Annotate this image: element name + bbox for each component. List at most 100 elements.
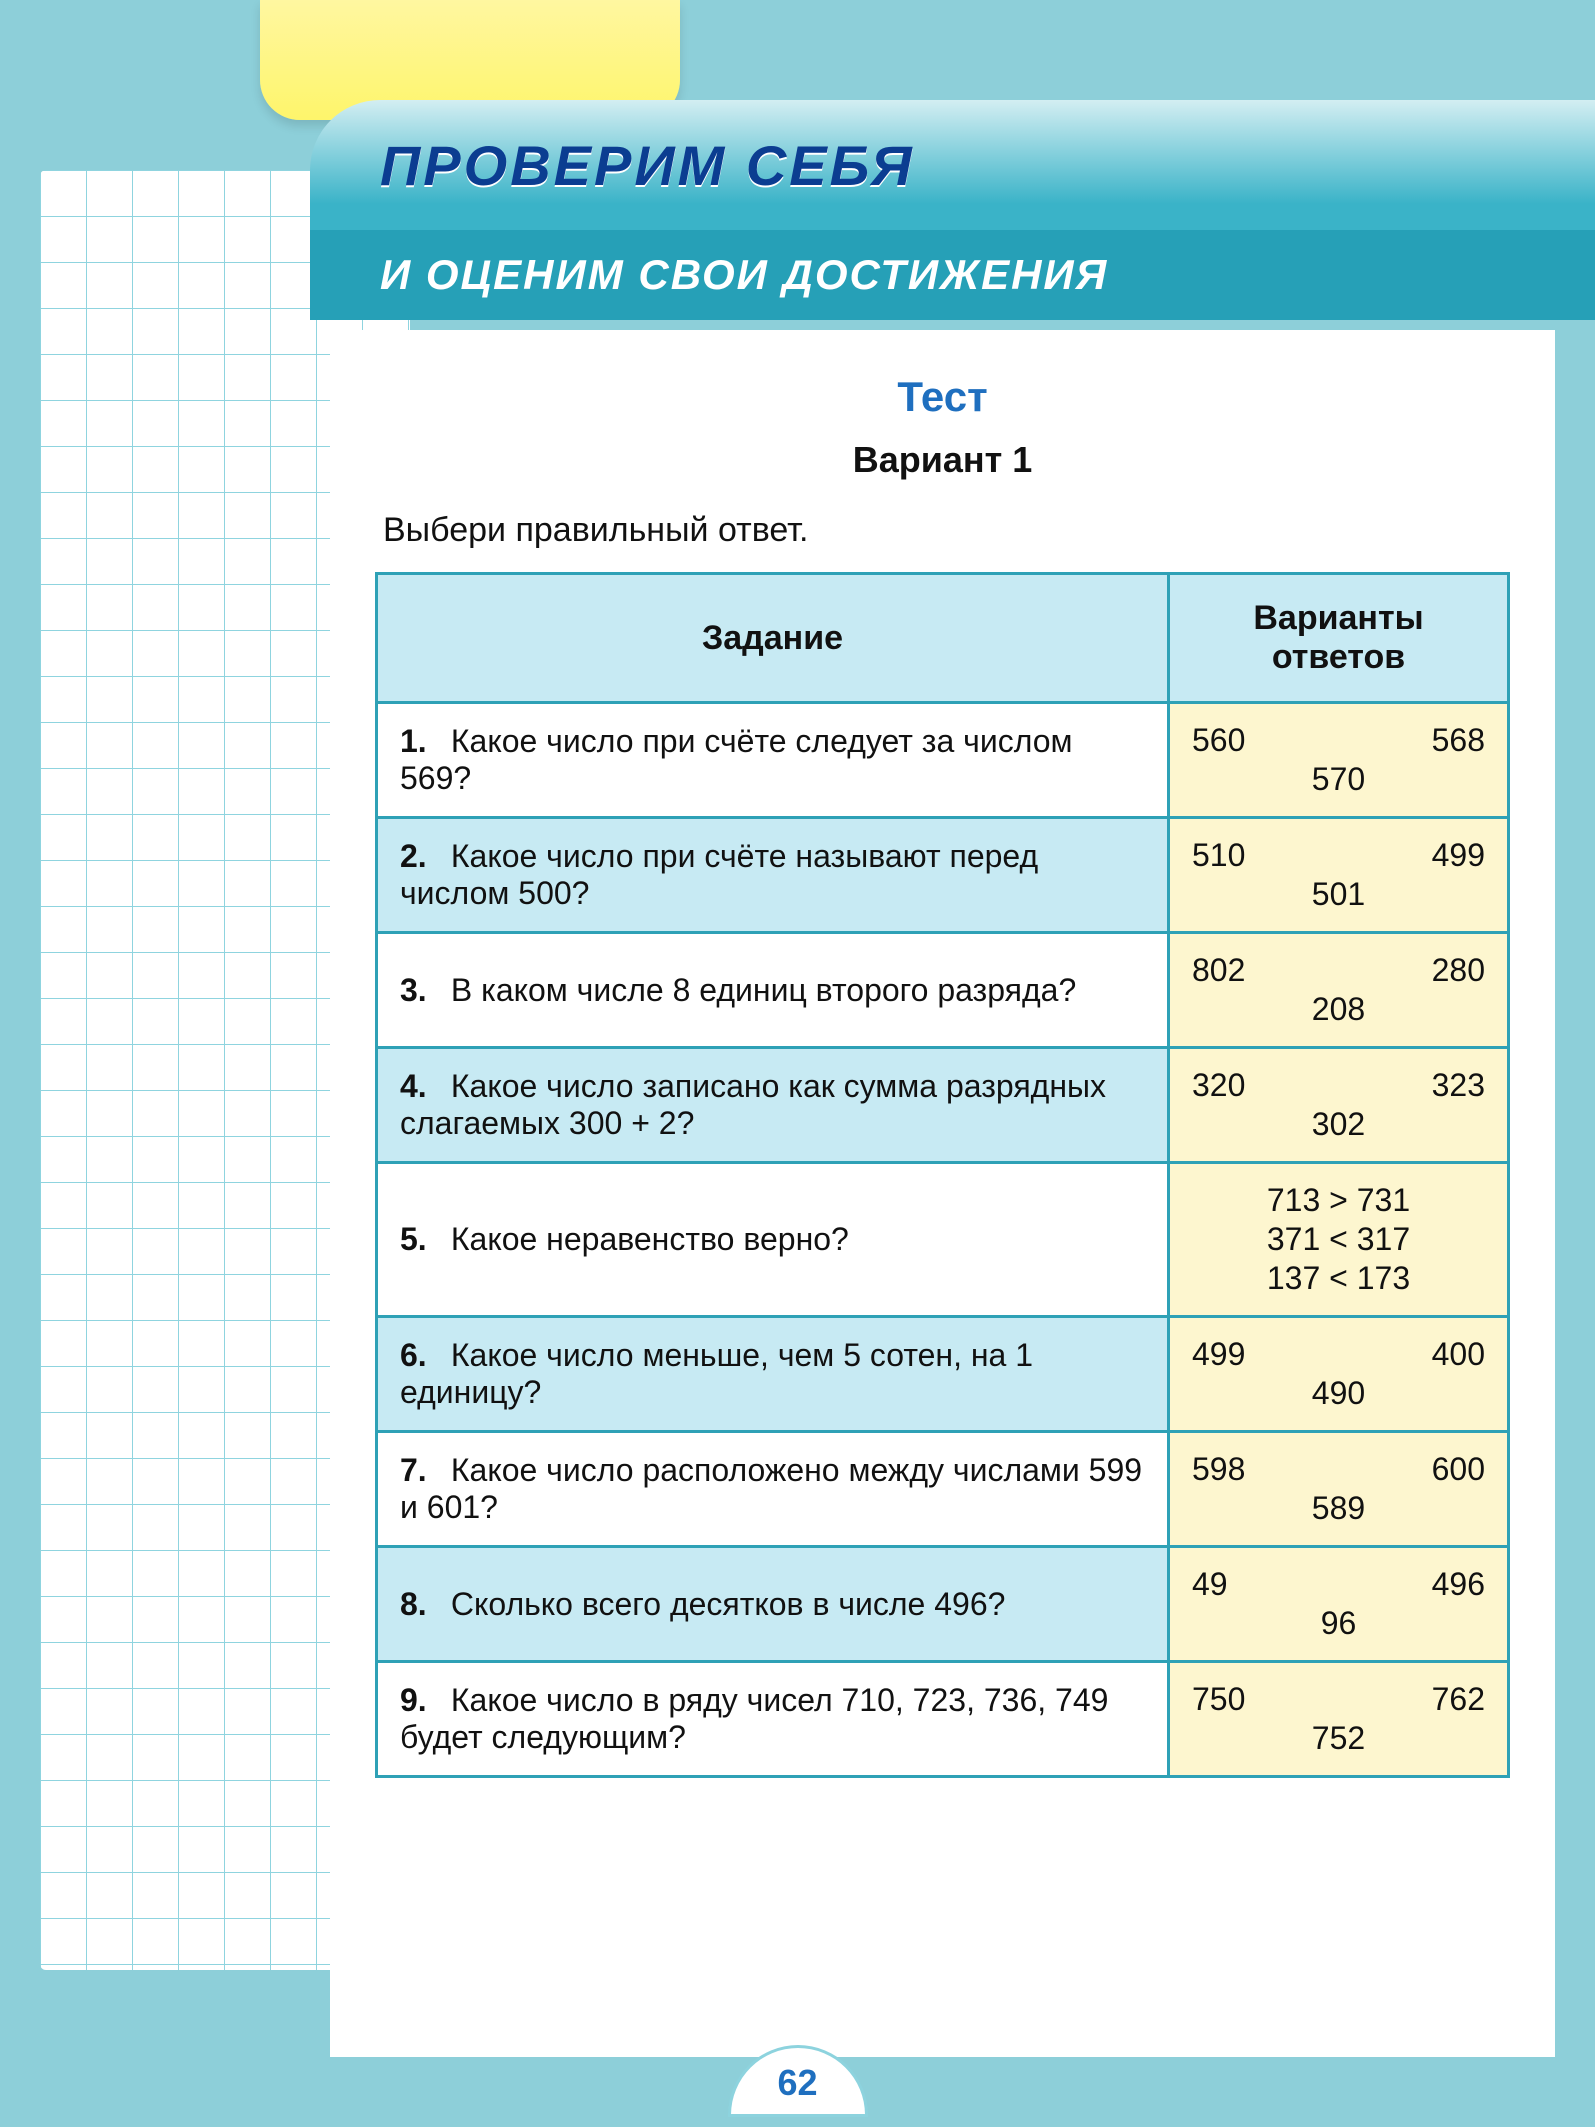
quiz-table: Задание Варианты ответов 1. Какое число … bbox=[375, 572, 1510, 1778]
instruction-text: Выбери правильный ответ. bbox=[375, 511, 1510, 550]
question-number: 1. bbox=[400, 723, 442, 760]
question-number: 8. bbox=[400, 1586, 442, 1623]
answers-row-bottom: 752 bbox=[1192, 1720, 1485, 1757]
answers-row-bottom: 96 bbox=[1192, 1605, 1485, 1642]
question-text: Какое число записано как сумма разрядных… bbox=[400, 1068, 1106, 1141]
question-cell: 6. Какое число меньше, чем 5 сотен, на 1… bbox=[377, 1317, 1169, 1432]
header-title-sub: И ОЦЕНИМ СВОИ ДОСТИЖЕНИЯ bbox=[380, 251, 1108, 299]
question-cell: 9. Какое число в ряду чисел 710, 723, 73… bbox=[377, 1662, 1169, 1777]
answers-wrap: 510 499 501 bbox=[1192, 837, 1485, 913]
page-number: 62 bbox=[777, 2062, 817, 2104]
answer-option: 280 bbox=[1432, 952, 1485, 989]
table-row: 4. Какое число записано как сумма разряд… bbox=[377, 1048, 1509, 1163]
header-subtitle-row: И ОЦЕНИМ СВОИ ДОСТИЖЕНИЯ bbox=[310, 230, 1595, 320]
answers-row-bottom: 490 bbox=[1192, 1375, 1485, 1412]
question-cell: 1. Какое число при счёте следует за числ… bbox=[377, 703, 1169, 818]
answers-wrap: 802 280 208 bbox=[1192, 952, 1485, 1028]
table-row: 5. Какое неравенство верно?713 > 731371 … bbox=[377, 1163, 1509, 1317]
answers-cell: 499 400 490 bbox=[1169, 1317, 1509, 1432]
answers-cell: 713 > 731371 < 317137 < 173 bbox=[1169, 1163, 1509, 1317]
answer-option: 499 bbox=[1192, 1336, 1245, 1373]
answers-wrap: 320 323 302 bbox=[1192, 1067, 1485, 1143]
question-text: В каком числе 8 единиц второго разряда? bbox=[451, 972, 1076, 1008]
table-row: 1. Какое число при счёте следует за числ… bbox=[377, 703, 1509, 818]
question-cell: 8. Сколько всего десятков в числе 496? bbox=[377, 1547, 1169, 1662]
answers-cell: 560 568 570 bbox=[1169, 703, 1509, 818]
answer-option: 323 bbox=[1432, 1067, 1485, 1104]
answer-option: 510 bbox=[1192, 837, 1245, 874]
answers-cell: 49 49696 bbox=[1169, 1547, 1509, 1662]
page-frame: ПРОВЕРИМ СЕБЯ И ОЦЕНИМ СВОИ ДОСТИЖЕНИЯ Т… bbox=[0, 0, 1595, 2127]
question-number: 2. bbox=[400, 838, 442, 875]
answer-option: 496 bbox=[1432, 1566, 1485, 1603]
content-card: Тест Вариант 1 Выбери правильный ответ. … bbox=[330, 330, 1555, 2057]
answers-row-top: 750 762 bbox=[1192, 1681, 1485, 1718]
question-number: 6. bbox=[400, 1337, 442, 1374]
answers-cell: 802 280 208 bbox=[1169, 933, 1509, 1048]
question-text: Какое число при счёте следует за числом … bbox=[400, 723, 1073, 796]
table-row: 3. В каком числе 8 единиц второго разряд… bbox=[377, 933, 1509, 1048]
answer-option: 501 bbox=[1312, 876, 1365, 912]
answer-option: 762 bbox=[1432, 1681, 1485, 1718]
answer-option: 598 bbox=[1192, 1451, 1245, 1488]
answer-option: 568 bbox=[1432, 722, 1485, 759]
question-number: 7. bbox=[400, 1452, 442, 1489]
question-text: Какое число при счёте называют перед чис… bbox=[400, 838, 1038, 911]
answers-wrap: 499 400 490 bbox=[1192, 1336, 1485, 1412]
answer-option: 371 < 317 bbox=[1267, 1221, 1410, 1258]
answers-row-top: 499 400 bbox=[1192, 1336, 1485, 1373]
answer-option: 750 bbox=[1192, 1681, 1245, 1718]
question-text: Какое число расположено между числами 59… bbox=[400, 1452, 1142, 1525]
answers-wrap: 560 568 570 bbox=[1192, 722, 1485, 798]
answers-cell: 510 499 501 bbox=[1169, 818, 1509, 933]
question-cell: 5. Какое неравенство верно? bbox=[377, 1163, 1169, 1317]
question-number: 4. bbox=[400, 1068, 442, 1105]
question-text: Сколько всего десятков в числе 496? bbox=[451, 1586, 1006, 1622]
answer-option: 49 bbox=[1192, 1566, 1228, 1603]
answers-row-top: 598600 bbox=[1192, 1451, 1485, 1488]
answers-row-bottom: 501 bbox=[1192, 876, 1485, 913]
answer-option: 560 bbox=[1192, 722, 1245, 759]
variant-label: Вариант 1 bbox=[375, 439, 1510, 481]
answer-option: 499 bbox=[1432, 837, 1485, 874]
answer-option: 752 bbox=[1312, 1720, 1365, 1756]
question-number: 3. bbox=[400, 972, 442, 1009]
answers-row-top: 510 499 bbox=[1192, 837, 1485, 874]
answers-row-top: 320 323 bbox=[1192, 1067, 1485, 1104]
answers-row-bottom: 589 bbox=[1192, 1490, 1485, 1527]
test-label: Тест bbox=[375, 373, 1510, 421]
answers-row-top: 49 496 bbox=[1192, 1566, 1485, 1603]
table-row: 8. Сколько всего десятков в числе 496? 49… bbox=[377, 1547, 1509, 1662]
col-header-answers: Варианты ответов bbox=[1169, 574, 1509, 703]
table-row: 7. Какое число расположено между числами… bbox=[377, 1432, 1509, 1547]
question-text: Какое неравенство верно? bbox=[451, 1221, 849, 1257]
table-row: 2. Какое число при счёте называют перед … bbox=[377, 818, 1509, 933]
answer-option: 570 bbox=[1312, 761, 1365, 797]
question-cell: 3. В каком числе 8 единиц второго разряд… bbox=[377, 933, 1169, 1048]
question-text: Какое число меньше, чем 5 сотен, на 1 ед… bbox=[400, 1337, 1033, 1410]
answers-wrap: 49 49696 bbox=[1192, 1566, 1485, 1642]
answers-row-bottom: 302 bbox=[1192, 1106, 1485, 1143]
answers-row-bottom: 208 bbox=[1192, 991, 1485, 1028]
answer-option: 208 bbox=[1312, 991, 1365, 1027]
answer-option: 713 > 731 bbox=[1267, 1182, 1410, 1219]
answer-option: 302 bbox=[1312, 1106, 1365, 1142]
answers-cell: 320 323 302 bbox=[1169, 1048, 1509, 1163]
answers-wrap: 750 762 752 bbox=[1192, 1681, 1485, 1757]
header-title-main: ПРОВЕРИМ СЕБЯ bbox=[380, 133, 915, 198]
answer-option: 589 bbox=[1312, 1490, 1365, 1526]
table-row: 6. Какое число меньше, чем 5 сотен, на 1… bbox=[377, 1317, 1509, 1432]
answers-cell: 750 762 752 bbox=[1169, 1662, 1509, 1777]
question-text: Какое число в ряду чисел 710, 723, 736, … bbox=[400, 1682, 1108, 1755]
answer-option: 490 bbox=[1312, 1375, 1365, 1411]
answers-stack: 713 > 731371 < 317137 < 173 bbox=[1192, 1182, 1485, 1297]
question-number: 5. bbox=[400, 1221, 442, 1258]
answer-option: 400 bbox=[1432, 1336, 1485, 1373]
answer-option: 802 bbox=[1192, 952, 1245, 989]
answer-option: 320 bbox=[1192, 1067, 1245, 1104]
header-title-row: ПРОВЕРИМ СЕБЯ bbox=[310, 100, 1595, 230]
answers-row-bottom: 570 bbox=[1192, 761, 1485, 798]
question-cell: 2. Какое число при счёте называют перед … bbox=[377, 818, 1169, 933]
answers-cell: 598600589 bbox=[1169, 1432, 1509, 1547]
answers-row-top: 802 280 bbox=[1192, 952, 1485, 989]
